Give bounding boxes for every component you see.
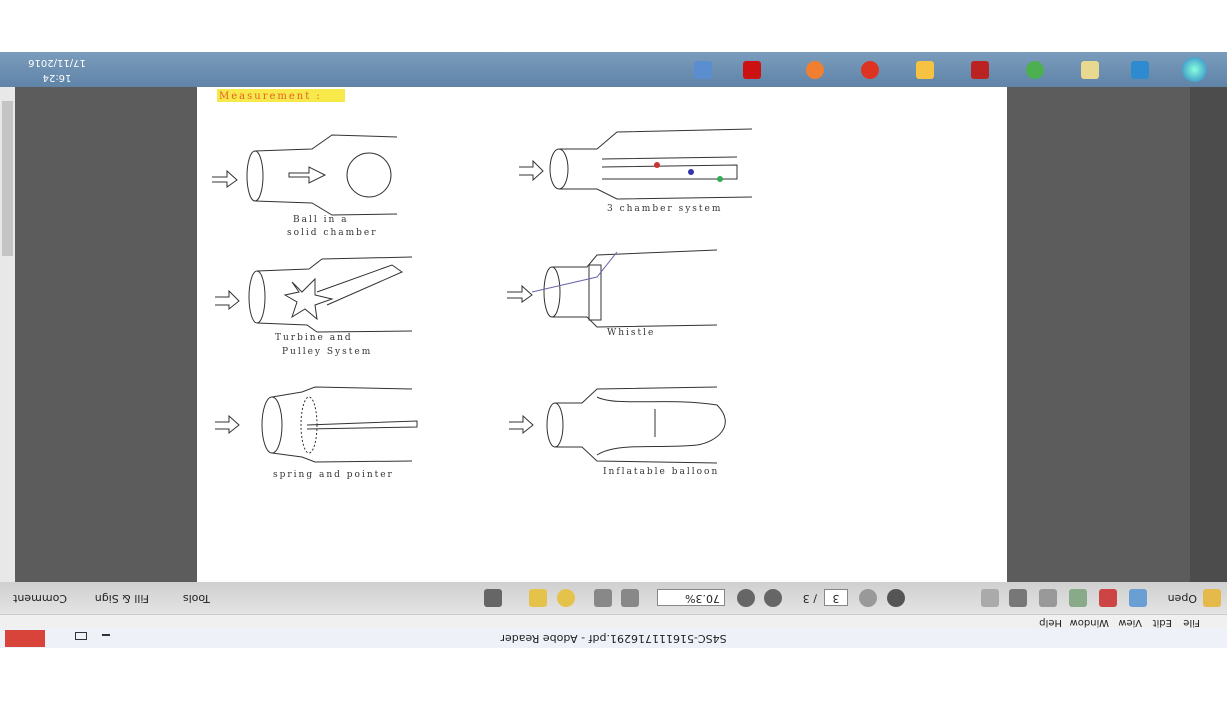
menu-item[interactable]: Edit	[1152, 617, 1172, 628]
side-panel	[1190, 87, 1227, 582]
open-icon[interactable]	[1203, 589, 1221, 607]
sketch-label: solid chamber	[287, 228, 378, 238]
sketch-label: Ball in a	[293, 215, 349, 225]
app-icon[interactable]	[694, 61, 712, 79]
menu-item[interactable]: View	[1118, 617, 1142, 628]
app-icon[interactable]	[916, 61, 934, 79]
page-background	[197, 87, 1007, 582]
sketch-ball	[212, 134, 398, 216]
app-icon[interactable]	[861, 61, 879, 79]
open-button[interactable]: Open	[1167, 592, 1197, 605]
title-bar: S4SC-516111716291.pdf - Adobe Reader	[0, 628, 1227, 648]
sketch-label: spring and pointer	[273, 470, 394, 480]
sketch-label: Pulley System	[282, 347, 372, 357]
print-icon[interactable]	[1009, 589, 1027, 607]
zoom-in[interactable]	[737, 589, 755, 607]
email-icon[interactable]	[981, 589, 999, 607]
menu-item[interactable]: Help	[1039, 617, 1062, 628]
tray-clock[interactable]: 16:24 17/11/2016	[12, 55, 102, 85]
sketch-label: Inflatable balloon	[603, 467, 719, 477]
app-icon[interactable]	[806, 61, 824, 79]
close-button[interactable]	[5, 630, 45, 647]
clock-time: 16:24	[42, 72, 72, 83]
minimize-button[interactable]	[102, 634, 110, 636]
sketch-label: 3 chamber system	[607, 204, 722, 214]
page-input[interactable]: 3	[824, 589, 848, 606]
sketch-spring	[215, 386, 418, 463]
sign-icon[interactable]	[557, 589, 575, 607]
share-icon[interactable]	[1069, 589, 1087, 607]
sketch-turbine	[215, 256, 413, 333]
zoom-input[interactable]: 70.3%	[657, 589, 725, 606]
save-icon[interactable]	[1039, 589, 1057, 607]
clock-date: 17/11/2016	[28, 57, 86, 68]
app-icon[interactable]	[743, 61, 761, 79]
scroll-thumb[interactable]	[2, 101, 13, 256]
fill-sign-pane[interactable]: Fill & Sign	[94, 592, 149, 605]
sketch-label: Turbine and	[275, 333, 353, 343]
taskbar: 16:24 17/11/2016	[0, 52, 1227, 87]
app-icon[interactable]	[1026, 61, 1044, 79]
sketch-label: Whistle	[607, 328, 655, 338]
fit-icon[interactable]	[621, 589, 639, 607]
sketch-balloon	[509, 386, 726, 464]
create-icon[interactable]	[1129, 589, 1147, 607]
fit-width-icon[interactable]	[594, 589, 612, 607]
zoom-out[interactable]	[764, 589, 782, 607]
comment-pane[interactable]: Comment	[13, 592, 67, 605]
window-title: S4SC-516111716291.pdf - Adobe Reader	[500, 632, 727, 645]
page-heading: Measurement :	[219, 91, 322, 102]
highlight	[217, 89, 345, 102]
menu-item[interactable]: File	[1183, 617, 1200, 628]
next-page[interactable]	[859, 589, 877, 607]
app-icon[interactable]	[971, 61, 989, 79]
menu-bar: File Edit View Window Help	[0, 614, 1227, 628]
sketch-whistle	[507, 249, 718, 328]
toolbar: Open 3 / 3 70.3% Tools Fill & Sign Comme…	[0, 582, 1227, 614]
app-icon[interactable]	[1081, 61, 1099, 79]
restore-button[interactable]	[75, 632, 87, 640]
tools-pane[interactable]: Tools	[182, 592, 210, 605]
comment-icon[interactable]	[529, 589, 547, 607]
menu-item[interactable]: Window	[1069, 617, 1109, 628]
pdf-page: Measurement : Ball in a solid chamber 3 …	[197, 87, 1007, 582]
start-button[interactable]	[1182, 57, 1207, 82]
scrollbar[interactable]	[0, 87, 15, 582]
prev-page[interactable]	[887, 589, 905, 607]
sketch-three-chamber	[519, 128, 753, 200]
page-total: / 3	[802, 592, 817, 605]
fullscreen-icon[interactable]	[484, 589, 502, 607]
app-icon[interactable]	[1131, 61, 1149, 79]
edit-icon[interactable]	[1099, 589, 1117, 607]
